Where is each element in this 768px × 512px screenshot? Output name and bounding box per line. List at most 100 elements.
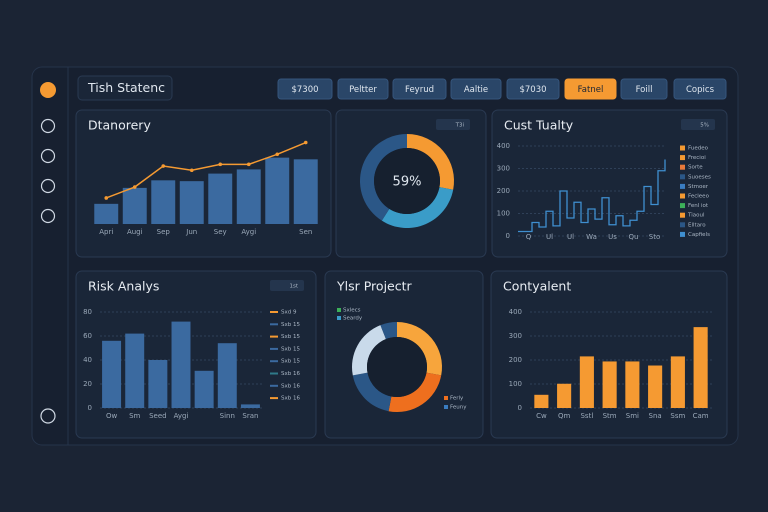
legend-label: Sorte xyxy=(688,165,703,171)
x-tick-label: Ow xyxy=(106,412,118,420)
legend-label: Sxb 15 xyxy=(281,334,300,340)
header-button-label[interactable]: Foill xyxy=(636,85,653,95)
legend-swatch xyxy=(337,308,341,312)
x-tick-label: Stm xyxy=(603,412,617,420)
header-button[interactable] xyxy=(337,78,389,100)
legend-label: Capfiels xyxy=(688,232,710,238)
bar xyxy=(648,365,663,408)
header-button-label[interactable]: Aaltie xyxy=(464,85,488,95)
bar xyxy=(265,157,290,224)
x-tick-label: Sran xyxy=(242,412,258,420)
nav-icon[interactable] xyxy=(40,148,56,164)
legend-label: Seardy xyxy=(343,316,363,322)
bar xyxy=(94,203,119,224)
bar xyxy=(557,383,572,408)
logo-icon[interactable] xyxy=(40,82,56,98)
y-tick-label: 400 xyxy=(497,142,510,150)
x-tick-label: Sep xyxy=(157,228,171,236)
legend-label: Fuedeo xyxy=(688,146,709,152)
donut-segment xyxy=(380,322,397,340)
donut-segment xyxy=(352,372,392,412)
legend-label: Sxb 15 xyxy=(281,322,300,328)
x-tick-label: Ssm xyxy=(670,412,685,420)
legend-label: Fecleeo xyxy=(688,194,710,200)
x-tick-label: Q xyxy=(526,233,532,241)
legend-label: Sxd 9 xyxy=(281,310,297,316)
trend-point xyxy=(189,168,194,173)
header-button[interactable] xyxy=(673,78,727,100)
panel-badge-label: T3i xyxy=(455,123,465,129)
legend-label: Sxb 16 xyxy=(281,371,300,377)
bar xyxy=(293,159,318,224)
panel-badge xyxy=(436,119,470,130)
y-tick-label: 0 xyxy=(518,404,522,412)
y-tick-label: 300 xyxy=(497,165,510,173)
legend-label: Sxb 15 xyxy=(281,359,300,365)
donut-segment xyxy=(359,134,407,221)
trend-point xyxy=(104,196,109,200)
y-tick-label: 100 xyxy=(497,210,510,218)
x-tick-label: Smi xyxy=(626,412,639,420)
legend-label: Frecioi xyxy=(688,155,706,161)
trend-point xyxy=(246,162,251,167)
bar xyxy=(670,356,685,408)
donut-segment xyxy=(407,134,455,190)
bar xyxy=(194,370,214,408)
legend-swatch xyxy=(444,396,448,400)
donut-segment xyxy=(397,322,442,376)
header-button[interactable] xyxy=(450,78,502,100)
settings-icon[interactable] xyxy=(40,408,56,424)
panel-title: Cust Tualty xyxy=(504,118,574,133)
legend-swatch xyxy=(680,203,685,209)
y-tick-label: 200 xyxy=(509,356,522,364)
header-button[interactable] xyxy=(277,78,333,100)
panel xyxy=(491,109,728,258)
donut-center-label: 59% xyxy=(393,175,422,190)
header-button-label[interactable]: Copics xyxy=(686,85,715,95)
nav-icon[interactable] xyxy=(40,178,56,194)
header-button[interactable] xyxy=(564,78,617,100)
x-tick-label: Sm xyxy=(129,412,140,420)
legend-label: Sxb 16 xyxy=(281,396,300,402)
header-button[interactable] xyxy=(620,78,668,100)
y-tick-label: 80 xyxy=(83,308,92,316)
header-button[interactable] xyxy=(392,78,447,100)
y-tick-label: 60 xyxy=(83,332,92,340)
header-button-label[interactable]: Feyrud xyxy=(405,85,434,95)
legend-swatch xyxy=(680,145,685,151)
x-tick-label: Wa xyxy=(586,233,597,241)
trend-point xyxy=(218,162,223,167)
donut-hole xyxy=(374,148,440,214)
x-tick-label: Sto xyxy=(649,233,660,241)
step-line xyxy=(518,159,666,233)
header-button-label[interactable]: Fatnel xyxy=(578,85,604,95)
bar xyxy=(236,169,261,224)
nav-icon[interactable] xyxy=(40,118,56,134)
trend-point xyxy=(161,164,166,168)
legend-label: Sxb 16 xyxy=(281,383,300,389)
legend-swatch xyxy=(680,164,685,170)
bar xyxy=(240,404,260,408)
legend-swatch xyxy=(337,316,341,320)
header-button-label[interactable]: Peltter xyxy=(349,85,377,95)
x-tick-label: Jun xyxy=(185,228,197,236)
x-tick-label: Aygi xyxy=(241,228,256,236)
donut-segment xyxy=(381,187,454,229)
y-tick-label: 300 xyxy=(509,332,522,340)
panel-title: Risk Analys xyxy=(88,279,159,294)
x-tick-label: Sstl xyxy=(580,412,593,420)
x-tick-label: Sey xyxy=(214,228,227,236)
legend-label: Feuny xyxy=(450,405,467,411)
legend-label: Fenl iot xyxy=(688,203,709,209)
header-button-label[interactable]: $7300 xyxy=(291,85,318,95)
x-tick-label: Qu xyxy=(629,233,639,241)
bar xyxy=(179,181,204,224)
header-button-label[interactable]: $7030 xyxy=(519,85,546,95)
header-button[interactable] xyxy=(506,78,560,100)
bar xyxy=(125,333,145,408)
nav-icon[interactable] xyxy=(40,208,56,224)
header-title: Tish Statenc xyxy=(87,80,165,95)
y-tick-label: 0 xyxy=(88,404,92,412)
y-tick-label: 40 xyxy=(83,356,92,364)
